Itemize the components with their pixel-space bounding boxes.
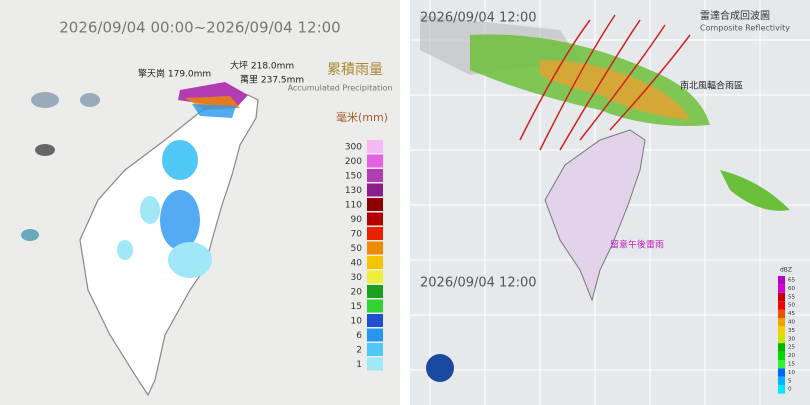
station-label: 擎天崗 179.0mm bbox=[138, 68, 211, 80]
legend-swatch bbox=[367, 154, 383, 168]
scale-label: 30 bbox=[788, 336, 795, 342]
rain-patch bbox=[140, 196, 160, 224]
legend-swatch bbox=[367, 270, 383, 284]
scale-label: 65 bbox=[788, 278, 795, 284]
rain-patch bbox=[720, 170, 790, 211]
legend-swatch bbox=[367, 328, 383, 342]
rain-north-band bbox=[192, 104, 236, 118]
legend-swatch bbox=[367, 343, 383, 356]
island bbox=[35, 144, 55, 156]
legend-swatch bbox=[367, 241, 383, 255]
scale-swatch bbox=[778, 385, 785, 394]
legend-label: 300 bbox=[345, 143, 362, 153]
scale-swatch bbox=[778, 292, 785, 302]
scale-swatch bbox=[778, 276, 785, 285]
rain-patch bbox=[160, 190, 200, 250]
scale-label: 25 bbox=[788, 345, 795, 351]
island bbox=[21, 229, 39, 241]
legend-swatch bbox=[367, 314, 383, 327]
scale-label: 10 bbox=[788, 370, 795, 376]
legend-label: 50 bbox=[351, 244, 363, 254]
station-label: 萬里 237.5mm bbox=[240, 74, 304, 86]
scale-label: 45 bbox=[788, 311, 795, 317]
legend-label: 15 bbox=[351, 302, 362, 312]
scale-swatch bbox=[778, 301, 785, 310]
scale-swatch bbox=[778, 368, 785, 377]
legend-label: 20 bbox=[351, 288, 363, 298]
scale-swatch bbox=[778, 309, 785, 318]
legend-swatch bbox=[367, 212, 383, 226]
scale-label: 35 bbox=[788, 328, 795, 334]
legend-swatch bbox=[367, 256, 383, 269]
legend-swatch bbox=[367, 285, 383, 298]
rain-band-core bbox=[540, 60, 690, 120]
scale-label: 60 bbox=[788, 286, 795, 292]
legend-label: 150 bbox=[345, 172, 362, 182]
legend-label: 110 bbox=[345, 201, 362, 211]
scale-swatch bbox=[778, 318, 785, 327]
station-label: 大坪 218.0mm bbox=[230, 60, 294, 72]
scale-swatch bbox=[778, 326, 785, 335]
scale-unit: dBZ bbox=[780, 267, 792, 274]
legend: 300 200 150 130 110 90 70 50 40 30 20 15 10 6 2 1 bbox=[345, 140, 383, 371]
logo bbox=[426, 354, 454, 382]
scale-label: 40 bbox=[788, 320, 795, 326]
legend-swatch bbox=[367, 227, 383, 240]
scale-swatch bbox=[778, 376, 785, 386]
scale-label: 5 bbox=[788, 378, 792, 384]
rain-patch bbox=[162, 140, 198, 180]
rain-patch bbox=[117, 240, 133, 260]
scale-swatch bbox=[778, 343, 785, 352]
island bbox=[31, 92, 59, 108]
legend-label: 2 bbox=[356, 346, 362, 356]
legend-swatch bbox=[367, 183, 383, 197]
taiwan-outline bbox=[544, 129, 646, 302]
legend-label: 40 bbox=[351, 259, 363, 269]
legend-label: 10 bbox=[351, 317, 363, 327]
scale-label: 15 bbox=[788, 362, 795, 368]
legend-swatch bbox=[367, 299, 383, 313]
legend-label: 130 bbox=[345, 186, 362, 196]
legend-swatch bbox=[367, 140, 383, 153]
legend-swatch bbox=[367, 357, 383, 371]
legend-label: 70 bbox=[351, 230, 363, 240]
radar-time: 2026/09/04 12:00 bbox=[420, 276, 537, 291]
scale-label: 0 bbox=[788, 387, 792, 393]
legend-label: 30 bbox=[351, 273, 363, 283]
legend-label: 200 bbox=[345, 157, 362, 167]
island bbox=[80, 93, 100, 107]
legend-swatch bbox=[367, 169, 383, 182]
wind-streamline bbox=[519, 14, 691, 151]
scale-swatch bbox=[778, 334, 785, 344]
legend-title: 累積雨量 bbox=[327, 62, 383, 78]
rain-patch bbox=[168, 242, 212, 278]
radar-subtitle: Composite Reflectivity bbox=[700, 24, 790, 33]
left-title: 2026/09/04 00:00~2026/09/04 12:00 bbox=[59, 19, 340, 37]
legend-label: 90 bbox=[351, 215, 363, 225]
radar-title: 雷達合成回波圖 bbox=[700, 9, 770, 22]
annotation: 南北風輻合雨區 bbox=[680, 80, 743, 92]
scale-label: 50 bbox=[788, 303, 795, 309]
scale-label: 20 bbox=[788, 353, 795, 359]
legend-label: 6 bbox=[356, 331, 362, 341]
legend-label: 1 bbox=[356, 360, 362, 370]
scale-label: 55 bbox=[788, 294, 795, 300]
radar-time: 2026/09/04 12:00 bbox=[420, 11, 537, 26]
legend-unit: 毫米(mm) bbox=[336, 110, 388, 124]
scale-swatch bbox=[778, 284, 785, 293]
legend-swatch bbox=[367, 198, 383, 211]
scale-swatch bbox=[778, 360, 785, 369]
scale-swatch bbox=[778, 351, 785, 360]
annotation: 留意午後雷雨 bbox=[610, 239, 664, 251]
legend-subtitle: Accumulated Precipitation bbox=[288, 84, 393, 93]
